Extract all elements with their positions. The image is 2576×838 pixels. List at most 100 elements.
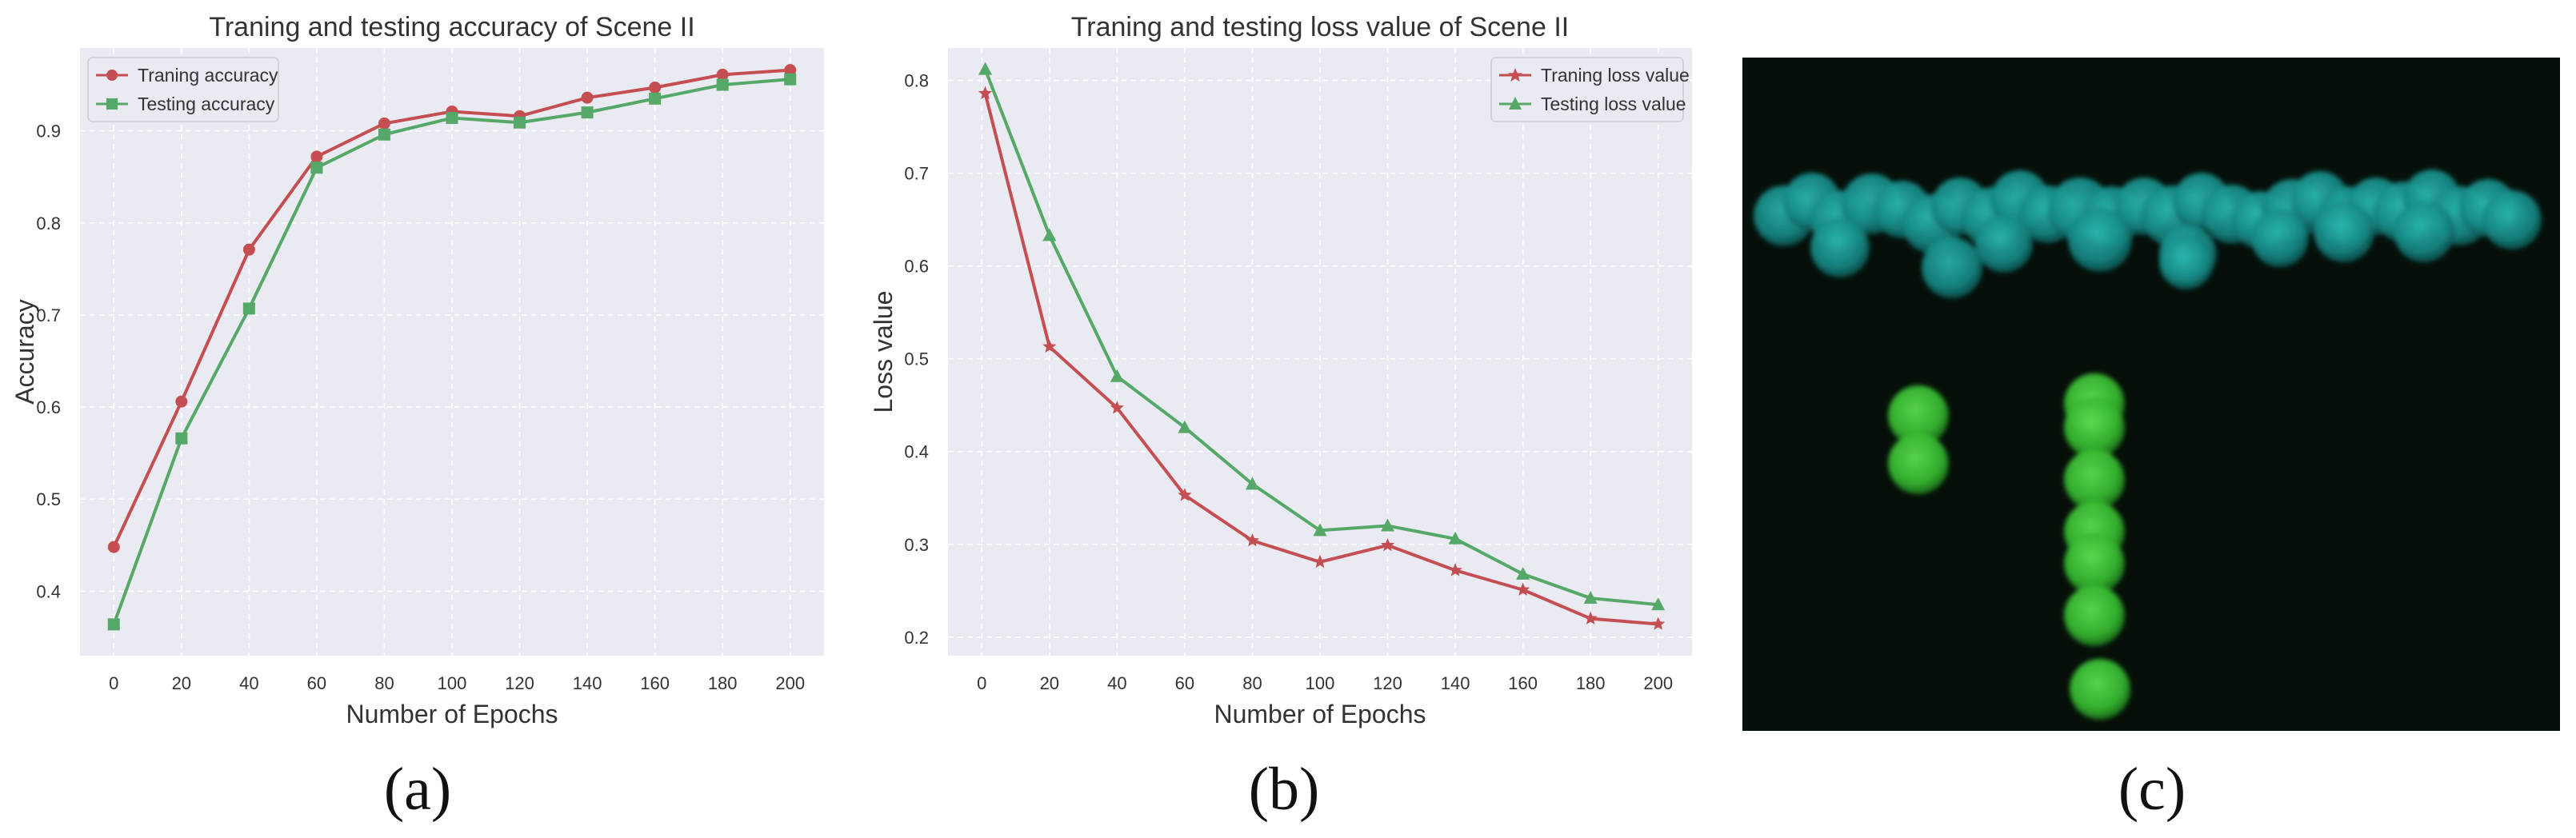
green-point xyxy=(1888,433,1949,494)
data-point xyxy=(649,82,662,94)
y-tick-label: 0.6 xyxy=(904,257,929,277)
x-tick-label: 120 xyxy=(1373,673,1402,693)
accuracy-legend: Traning accuracy Testing accuracy xyxy=(87,57,279,122)
data-point xyxy=(310,162,323,174)
data-point xyxy=(175,432,188,445)
y-tick-label: 0.7 xyxy=(36,305,61,325)
loss-chart: 0 20 40 60 80 100 120 140 160 180 200 0.2 0.3 0.4 0.5 0… xyxy=(869,12,1692,823)
x-tick-label: 100 xyxy=(438,673,467,693)
x-tick-label: 160 xyxy=(1508,673,1538,693)
data-point xyxy=(1381,518,1395,532)
data-point xyxy=(378,117,390,130)
x-tick-label: 140 xyxy=(1441,673,1470,693)
cyan-point xyxy=(2394,202,2454,262)
green-point xyxy=(2064,533,2125,594)
loss-legend: Traning loss value Testing loss value xyxy=(1490,57,1690,122)
data-point xyxy=(1651,617,1666,630)
cyan-point xyxy=(2068,208,2132,272)
x-tick-label: 60 xyxy=(1175,673,1194,693)
cyan-point xyxy=(2314,202,2374,262)
data-point xyxy=(242,243,255,256)
x-tick-label: 60 xyxy=(307,673,326,693)
accuracy-y-label: Accuracy xyxy=(10,299,39,405)
data-point xyxy=(1516,582,1530,596)
data-point xyxy=(107,618,120,631)
loss-ticks: 0 20 40 60 80 100 120 140 160 180 200 0.2 0.3 0.4 0.5 0… xyxy=(904,71,1673,693)
data-point xyxy=(1583,611,1598,625)
data-point xyxy=(1583,591,1598,605)
accuracy-legend-test: Testing accuracy xyxy=(138,94,275,114)
data-point xyxy=(514,116,526,129)
caption-a: (a) xyxy=(384,756,451,823)
x-tick-label: 160 xyxy=(640,673,670,693)
cyan-point xyxy=(1810,218,1870,277)
y-tick-label: 0.8 xyxy=(36,213,61,233)
data-point xyxy=(581,91,594,104)
cyan-point xyxy=(2251,210,2309,267)
data-point xyxy=(1178,488,1192,501)
x-tick-label: 200 xyxy=(1643,673,1673,693)
accuracy-title: Traning and testing accuracy of Scene II xyxy=(209,12,694,42)
green-point xyxy=(2064,449,2125,510)
accuracy-chart: 0 20 40 60 80 100 120 140 160 180 200 0.4 0.5 0.6 0.7 0… xyxy=(10,12,824,823)
loss-x-label: Number of Epochs xyxy=(1214,700,1426,728)
data-point xyxy=(1448,563,1462,577)
x-tick-label: 140 xyxy=(573,673,602,693)
green-point xyxy=(2070,659,2130,720)
y-tick-label: 0.4 xyxy=(36,581,61,601)
y-tick-label: 0.9 xyxy=(36,122,61,142)
x-tick-label: 80 xyxy=(1242,673,1262,693)
x-tick-label: 200 xyxy=(775,673,805,693)
y-tick-label: 0.5 xyxy=(904,349,929,369)
accuracy-x-label: Number of Epochs xyxy=(346,700,558,728)
data-point xyxy=(310,150,323,163)
x-tick-label: 40 xyxy=(1107,673,1126,693)
data-point xyxy=(1042,339,1057,353)
green-point xyxy=(2064,585,2125,646)
data-point xyxy=(1110,369,1124,382)
data-point xyxy=(716,68,729,81)
data-point xyxy=(784,64,797,77)
loss-series xyxy=(978,62,1666,630)
green-point xyxy=(2064,397,2125,458)
y-tick-label: 0.7 xyxy=(904,164,929,184)
cyan-point xyxy=(1922,237,1982,298)
data-point xyxy=(1042,228,1057,241)
y-tick-label: 0.4 xyxy=(904,442,929,462)
x-tick-label: 0 xyxy=(109,673,118,693)
x-tick-label: 180 xyxy=(1576,673,1606,693)
data-point xyxy=(716,78,729,91)
data-point xyxy=(1313,523,1327,537)
loss-legend-box xyxy=(1490,57,1684,122)
data-point xyxy=(378,128,390,141)
y-tick-label: 0.2 xyxy=(904,628,929,648)
cyan-point xyxy=(2159,235,2214,289)
data-point xyxy=(242,302,255,315)
x-tick-label: 40 xyxy=(239,673,258,693)
data-point xyxy=(107,541,120,553)
accuracy-legend-box xyxy=(87,57,279,122)
point-cloud-panel: (c) xyxy=(1742,58,2560,823)
x-tick-label: 0 xyxy=(977,673,986,693)
loss-legend-train: Traning loss value xyxy=(1541,65,1690,86)
data-point xyxy=(1313,554,1327,569)
loss-title: Traning and testing loss value of Scene … xyxy=(1071,12,1569,42)
data-point xyxy=(649,92,662,105)
x-tick-label: 100 xyxy=(1306,673,1335,693)
data-point xyxy=(446,112,458,125)
data-point xyxy=(175,395,188,408)
cyan-point xyxy=(2482,190,2542,249)
data-point xyxy=(1381,537,1395,552)
accuracy-ticks: 0 20 40 60 80 100 120 140 160 180 200 0.4 0.5 0.6 0.7 0… xyxy=(36,122,805,693)
accuracy-legend-train: Traning accuracy xyxy=(138,65,278,86)
x-tick-label: 180 xyxy=(708,673,738,693)
cyan-point xyxy=(1975,215,2033,273)
accuracy-grid xyxy=(80,48,824,656)
y-tick-label: 0.6 xyxy=(36,397,61,417)
y-tick-label: 0.8 xyxy=(904,71,929,91)
caption-b: (b) xyxy=(1249,756,1320,823)
data-point xyxy=(581,106,594,119)
loss-y-label: Loss value xyxy=(869,291,898,413)
data-point xyxy=(1110,401,1124,414)
